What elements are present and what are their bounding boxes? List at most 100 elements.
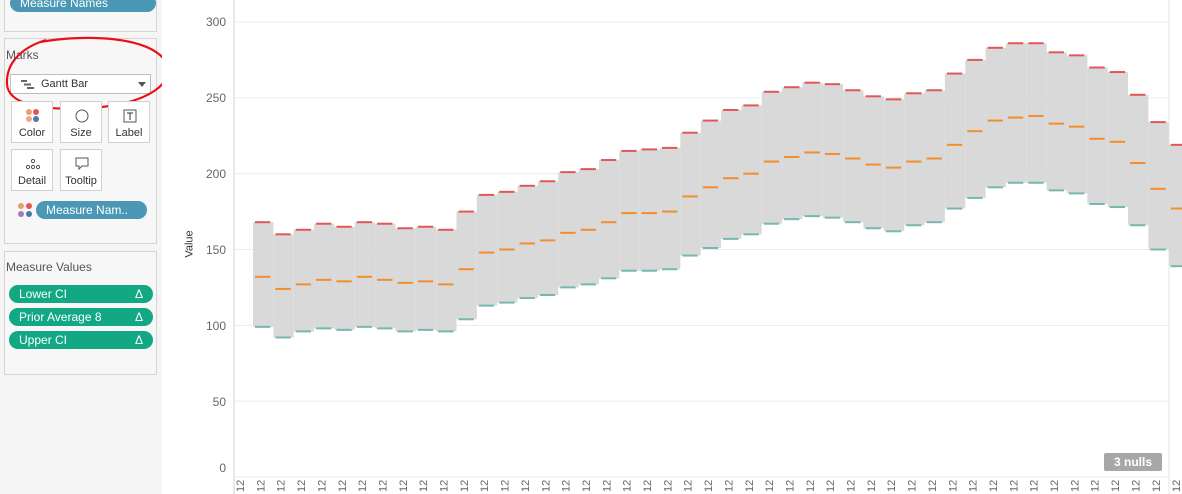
x-tick-label: 12 — [1069, 480, 1081, 492]
ci-band — [476, 194, 498, 306]
x-tick-label: 12 — [276, 480, 288, 492]
x-tick-label: 12 — [846, 480, 858, 492]
ci-band — [843, 90, 864, 223]
ci-band — [517, 185, 538, 299]
measure-value-label: Prior Average 8 — [19, 310, 102, 324]
ci-band — [537, 181, 559, 295]
color-label: Color — [18, 127, 46, 139]
ci-band — [253, 222, 274, 327]
y-tick-label: 100 — [205, 319, 226, 333]
ci-band — [660, 147, 681, 270]
y-tick-label: 50 — [212, 395, 226, 409]
x-tick-label: 12 — [255, 480, 267, 492]
mark-type-dropdown[interactable]: Gantt Bar — [10, 74, 151, 94]
measure-names-color-pill[interactable]: Measure Nam.. — [36, 201, 147, 219]
ci-band — [782, 87, 803, 220]
x-tick-label: 12 — [296, 480, 308, 492]
ci-band — [680, 132, 701, 256]
detail-button[interactable]: Detail — [11, 149, 53, 191]
ci-band — [354, 222, 376, 327]
ci-band — [619, 150, 640, 271]
ci-band — [741, 105, 762, 235]
measure-value-label: Lower CI — [19, 287, 68, 301]
ci-band — [761, 91, 783, 224]
x-tick-label: 12 — [377, 480, 389, 492]
mark-type-label: Gantt Bar — [41, 78, 89, 90]
tooltip-button[interactable]: Tooltip — [60, 149, 102, 191]
left-sidebar: Measure Names Marks Gantt Bar Color Size — [0, 0, 169, 494]
ci-band — [314, 223, 335, 329]
x-tick-label: 12 — [764, 480, 776, 492]
chevron-down-icon[interactable] — [138, 82, 146, 87]
x-tick-label: 12 — [662, 480, 674, 492]
x-tick-label: 12 — [500, 480, 512, 492]
x-tick-label: 12 — [927, 480, 939, 492]
x-tick-label: 12 — [1110, 480, 1122, 492]
measure-value-label: Upper CI — [19, 333, 68, 347]
size-label: Size — [70, 127, 92, 139]
label-button[interactable]: Label — [108, 101, 150, 143]
x-tick-label: 12 — [866, 480, 878, 492]
ci-band — [639, 149, 660, 271]
x-tick-label: 12 — [1049, 480, 1061, 492]
y-tick-label: 300 — [205, 15, 226, 29]
ci-band — [375, 223, 396, 329]
delta-icon: Δ — [134, 333, 143, 347]
delta-icon: Δ — [134, 287, 143, 301]
tooltip-icon — [75, 157, 89, 171]
ci-band — [578, 169, 599, 285]
x-tick-label: 12 — [622, 480, 634, 492]
ci-band — [334, 226, 355, 330]
measure-value-pill[interactable]: Lower CI Δ — [9, 285, 153, 303]
ci-band — [415, 226, 437, 330]
x-tick-label: 12 — [520, 480, 532, 492]
x-tick-label: 12 — [357, 480, 369, 492]
ci-band — [497, 191, 518, 303]
measure-names-pill[interactable]: Measure Names — [10, 0, 156, 12]
x-tick-label: 12 — [439, 480, 451, 492]
x-tick-label: 12 — [703, 480, 715, 492]
x-tick-label: 12 — [968, 480, 980, 492]
ci-band — [1128, 94, 1149, 226]
ci-band — [436, 229, 457, 332]
ci-band — [1046, 52, 1067, 191]
size-button[interactable]: Size — [60, 101, 102, 143]
x-tick-label: 12 — [723, 480, 735, 492]
ci-band — [1005, 43, 1027, 183]
ci-band — [293, 229, 315, 332]
x-tick-label: 12 — [459, 480, 471, 492]
ci-band — [985, 47, 1006, 188]
ci-band — [863, 96, 884, 229]
measure-value-pill[interactable]: Prior Average 8 Δ — [9, 308, 153, 326]
measure-value-pill[interactable]: Upper CI Δ — [9, 331, 153, 349]
ci-band — [924, 90, 945, 223]
x-tick-label: 12 — [1171, 480, 1182, 492]
ci-band — [598, 160, 620, 279]
ci-band — [395, 228, 416, 332]
ci-band — [273, 234, 294, 338]
x-tick-label: 12 — [479, 480, 491, 492]
x-tick-label: 12 — [316, 480, 328, 492]
x-tick-label: 12 — [784, 480, 796, 492]
x-tick-label: 12 — [805, 480, 817, 492]
x-tick-label: 12 — [418, 480, 430, 492]
ci-band — [1107, 72, 1129, 208]
color-button[interactable]: Color — [11, 101, 53, 143]
ci-band — [802, 82, 823, 217]
detail-icon — [25, 158, 41, 170]
x-tick-label: 12 — [642, 480, 654, 492]
y-tick-label: 250 — [205, 91, 226, 105]
x-tick-label: 12 — [947, 480, 959, 492]
detail-label: Detail — [17, 175, 47, 187]
ci-band — [1026, 43, 1047, 183]
y-tick-label: 150 — [205, 243, 226, 257]
x-tick-label: 12 — [235, 480, 247, 492]
x-tick-label: 12 — [1090, 480, 1102, 492]
nulls-badge[interactable]: 3 nulls — [1104, 453, 1162, 471]
y-tick-label: 0 — [219, 461, 226, 475]
x-tick-label: 12 — [1029, 480, 1041, 492]
x-tick-label: 12 — [561, 480, 573, 492]
x-tick-label: 12 — [540, 480, 552, 492]
ci-band — [456, 211, 477, 320]
